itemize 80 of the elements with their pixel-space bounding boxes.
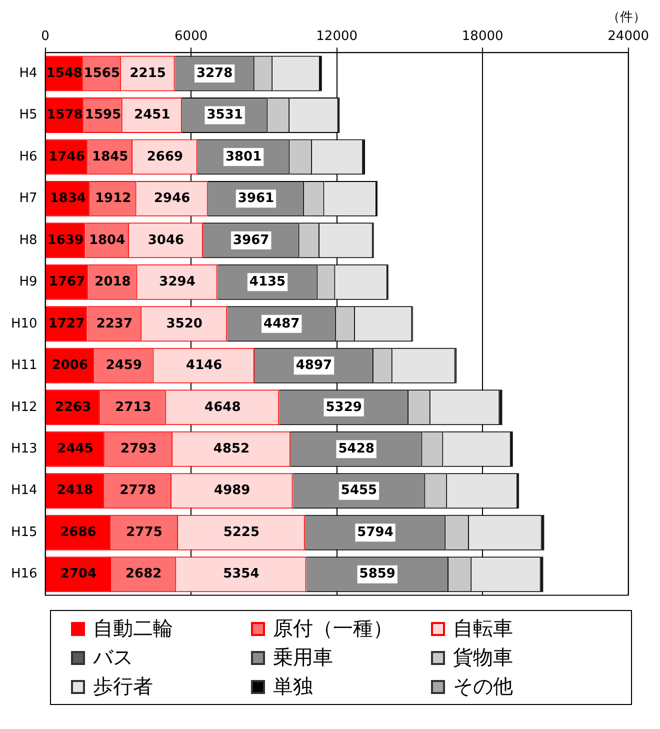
data-label: 4135: [249, 274, 286, 290]
data-label: 2704: [60, 566, 97, 582]
data-label: 1727: [48, 316, 85, 332]
x-tick-label: 18000: [462, 29, 504, 44]
data-label: 1595: [84, 108, 122, 123]
data-label: 2686: [60, 524, 96, 540]
data-label: 1746: [48, 149, 85, 164]
data-label: 2775: [126, 524, 162, 540]
data-label: 5354: [223, 566, 260, 582]
x-tick-label: 6000: [174, 29, 208, 44]
data-label: 1578: [46, 108, 83, 123]
data-label: 4852: [213, 441, 250, 456]
data-label: 4989: [214, 483, 250, 498]
data-label: 2418: [56, 483, 94, 498]
data-label: 3520: [166, 316, 202, 332]
data-label: 4487: [264, 316, 300, 332]
legend-label: 自転車: [453, 615, 513, 642]
data-label: 2263: [54, 400, 92, 415]
y-tick-label: H5: [19, 108, 38, 123]
data-label: 5428: [338, 441, 374, 456]
legend-label: 乗用車: [273, 644, 333, 671]
data-label: 1565: [84, 66, 120, 81]
y-tick-label: H4: [19, 66, 38, 81]
x-tick-label: 0: [41, 29, 50, 44]
data-label: 3294: [159, 274, 196, 290]
data-label: 2451: [134, 108, 170, 123]
data-label: 2778: [120, 483, 156, 498]
y-tick-label: H10: [10, 316, 38, 332]
x-tick-label: 12000: [316, 29, 358, 44]
legend-label: 貨物車: [453, 644, 513, 671]
data-label: 2793: [120, 441, 157, 456]
data-label: 5329: [326, 400, 362, 415]
data-label: 4648: [204, 400, 241, 415]
legend-label: 歩行者: [93, 673, 153, 700]
y-tick-label: H16: [10, 566, 38, 582]
data-label: 4897: [296, 358, 332, 374]
data-label: 1767: [48, 274, 86, 290]
data-label: 3046: [148, 232, 184, 248]
data-label: 2682: [125, 566, 162, 582]
text: （件）: [607, 9, 646, 26]
y-tick-label: H13: [10, 441, 38, 456]
data-label: 3801: [225, 149, 262, 164]
data-label: 3531: [206, 108, 243, 123]
data-label: 2669: [146, 149, 184, 164]
data-label: 2459: [106, 358, 142, 374]
y-tick-label: H11: [10, 358, 38, 374]
y-tick-label: H7: [19, 191, 38, 206]
legend-label: 自動二輪: [93, 615, 173, 642]
data-label: 2215: [130, 66, 166, 81]
y-tick-label: H12: [10, 400, 38, 415]
data-label: 5455: [340, 483, 378, 498]
data-label: 2018: [94, 274, 131, 290]
data-label: 5794: [357, 524, 394, 540]
data-label: 1639: [47, 232, 84, 248]
data-label: 5225: [223, 524, 260, 540]
legend-label: 単独: [273, 673, 313, 700]
y-tick-label: H8: [19, 232, 38, 248]
data-label: 1912: [95, 191, 132, 206]
data-label: 2713: [115, 400, 152, 415]
data-label: 3967: [233, 232, 270, 248]
data-label: 4146: [186, 358, 222, 374]
y-tick-label: H6: [19, 149, 38, 164]
data-label: 1804: [88, 232, 126, 248]
y-tick-label: H14: [10, 483, 38, 498]
y-tick-label: H9: [19, 274, 38, 290]
data-label: 1548: [46, 66, 82, 81]
data-label: 3961: [238, 191, 274, 206]
y-tick-label: H15: [10, 524, 38, 540]
data-label: 2445: [57, 441, 94, 456]
data-label: 2946: [154, 191, 190, 206]
x-tick-label: 24000: [608, 29, 649, 44]
data-label: 5859: [359, 566, 396, 582]
data-label: 2006: [52, 358, 88, 374]
legend-label: その他: [453, 673, 513, 700]
legend-label: バス: [93, 644, 133, 671]
data-label: 1845: [92, 149, 128, 164]
data-label: 2237: [96, 316, 133, 332]
data-label: 3278: [196, 66, 233, 81]
legend-label: 原付（一種）: [273, 615, 393, 642]
data-label: 1834: [50, 191, 86, 206]
